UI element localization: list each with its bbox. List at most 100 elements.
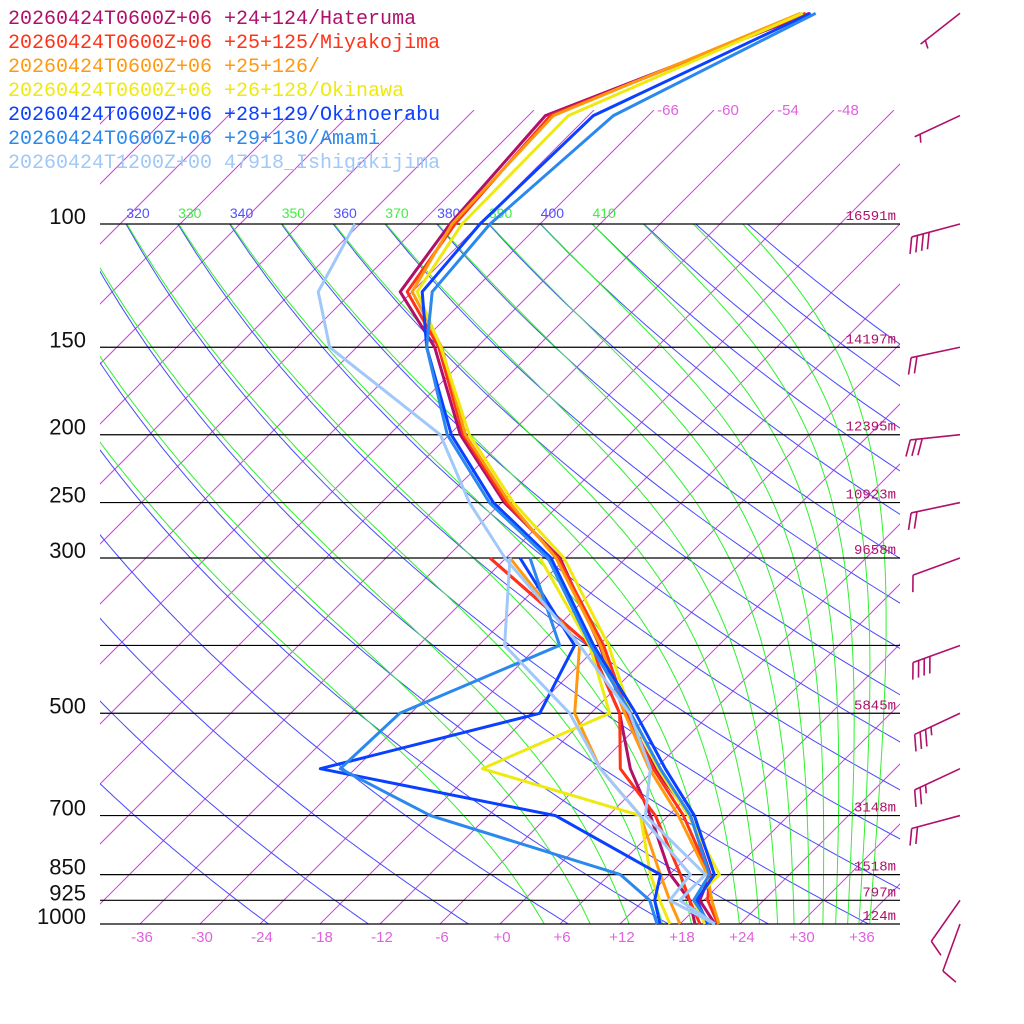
series-temperature-line [420,11,812,925]
height-label: 14197m [846,332,896,348]
pressure-label: 250 [49,483,86,508]
wind-barb [907,501,961,530]
wind-barb [914,114,961,143]
pressure-label: 300 [49,538,86,563]
wind-barb [905,433,961,457]
dry-adiabat-line [100,617,470,924]
dry-adiabat-line [746,224,900,345]
isotherm-label: -18 [311,929,333,946]
theta-label: 410 [592,205,616,221]
theta-label: 320 [126,205,150,221]
wind-barbs [905,12,961,983]
dry-adiabat-line [591,224,900,472]
isotherm-line [100,110,535,545]
isotherm-line [920,110,1024,924]
series-temperature-line [398,11,811,925]
pressure-label: 100 [49,204,86,229]
legend-entry: 20260424T0600Z+06 +26+128/Okinawa [8,80,404,103]
dry-adiabat-line [100,449,670,924]
isotherm-line [619,643,900,924]
isotherm-line [199,223,900,924]
isotherm-line [100,110,235,245]
wind-barb [920,12,961,49]
isobars [100,223,900,925]
isotherm-line [100,110,715,725]
isotherm-label: +36 [849,929,874,946]
isotherm-line [100,110,595,605]
isotherm-line [439,463,900,924]
height-label: 5845m [854,698,896,714]
dry-adiabat-line [539,224,900,515]
theta-label: 340 [230,205,254,221]
dry-adiabat-line [100,700,370,924]
isotherm-line [100,110,415,425]
dry-adiabat-line [643,224,900,429]
wind-barb [912,644,961,680]
wind-barb [930,899,961,956]
wind-barb [909,814,961,846]
isotherm-label: +18 [669,929,694,946]
series-dewpoint-line [338,557,659,925]
isotherm-line [100,110,355,365]
legend-entry: 20260424T0600Z+06 +25+125/Miyakojima [8,32,440,55]
isotherm-label: -12 [371,929,393,946]
pressure-label: 850 [49,855,86,880]
isotherm-label: -48 [837,102,859,119]
isotherm-label: -36 [131,929,153,946]
isotherm-label: +12 [609,929,634,946]
series-dewpoint-line [480,557,672,925]
legend-entry: 20260424T0600Z+06 +24+124/Hateruma [8,8,416,31]
theta-label: 330 [178,205,202,221]
height-label: 9658m [854,543,896,559]
pressure-label: 925 [49,880,86,905]
isotherm-label: +24 [729,929,754,946]
dry-adiabat-line [100,783,270,924]
sounding-profiles [316,11,817,926]
series-temperature-line [410,11,802,925]
pressure-label: 700 [49,796,86,821]
theta-label: 360 [333,205,357,221]
isotherm-line [0,110,54,924]
wind-barb [912,557,961,593]
dry-adiabat-line [100,534,570,924]
isotherm-label: -66 [657,102,679,119]
series-temperature-line [425,11,817,925]
isotherm-label: +30 [789,929,814,946]
moist-adiabats [100,224,887,924]
series-dewpoint-line [318,557,662,925]
height-label: 797m [862,885,896,901]
wind-barb [942,923,961,983]
isotherm-label: -60 [717,102,739,119]
isotherm-line [259,283,900,924]
legend: 20260424T0600Z+06 +24+124/Hateruma202604… [8,8,440,175]
wind-barb [913,767,961,807]
dry-adiabat-line [177,224,900,840]
wind-barb [909,223,961,255]
pressure-label: 500 [49,693,86,718]
isotherm-label: -54 [777,102,799,119]
isotherm-line [739,763,900,924]
pressure-label: 200 [49,415,86,440]
isotherm-label: -30 [191,929,213,946]
pressure-label: 1000 [37,904,86,929]
legend-entry: 20260424T0600Z+06 +28+129/Okinoerabu [8,104,440,127]
isotherm-line [139,163,900,924]
height-label: 124m [862,909,896,925]
height-label: 12395m [846,420,896,436]
series-temperature-line [316,223,716,926]
moist-adiabat-line [126,224,664,924]
theta-label: 350 [282,205,306,221]
wind-barb [913,712,961,752]
isotherm-line [100,110,295,305]
series-dewpoint-line [489,556,702,925]
pressure-label: 150 [49,327,86,352]
legend-entry: 20260424T0600Z+06 +29+130/Amami [8,128,380,151]
isotherm-line [319,343,900,924]
isotherm-line [100,110,655,665]
isotherm-label: -6 [435,929,448,946]
legend-entry: 20260424T0600Z+06 +25+126/ [8,56,320,79]
height-label: 1518m [854,860,896,876]
isotherm-line [100,110,895,905]
height-label: 10923m [846,488,896,504]
dry-adiabat-line [229,224,900,791]
